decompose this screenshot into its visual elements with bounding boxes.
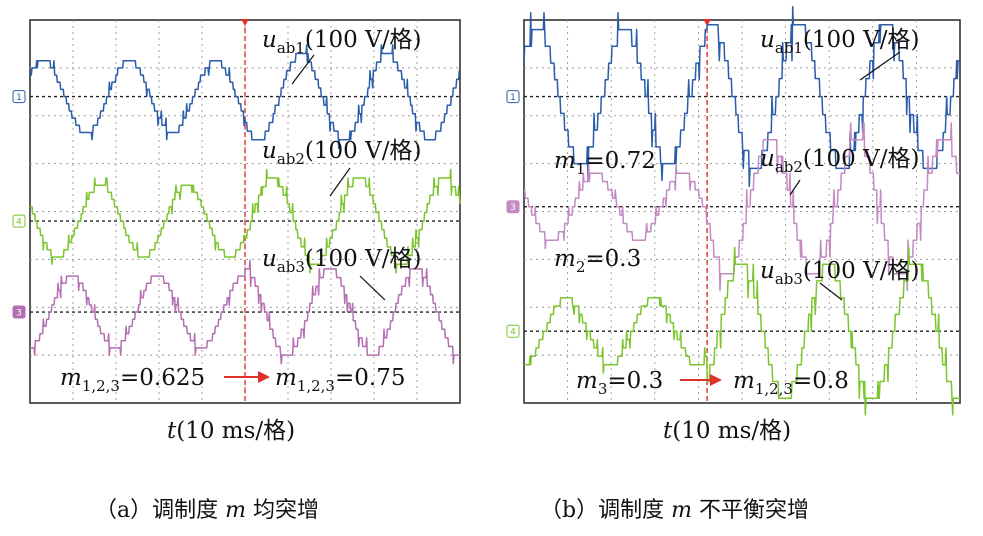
channel-marker: 3 xyxy=(506,200,520,214)
channel-marker-label: 1 xyxy=(510,93,516,103)
panel-a-series-2-label: uab2(100 V/格) xyxy=(262,138,421,168)
panel-a-x-axis-label: t(10 ms/格) xyxy=(167,418,295,444)
channel-marker: 4 xyxy=(506,324,520,338)
series-trace xyxy=(523,246,961,416)
channel-marker-box xyxy=(12,305,26,319)
panel-b-m2: m2=0.3 xyxy=(554,246,641,276)
panel-b-arrow-head xyxy=(710,374,722,386)
panel-b-series-2-pointer xyxy=(789,179,801,196)
panel-a-grid xyxy=(30,19,460,403)
panel-b-grid xyxy=(524,19,960,403)
panel-b-channel-markers: 1 3 4 xyxy=(506,90,520,338)
panel-a-series-3-label: uab3(100 V/格) xyxy=(262,246,421,276)
channel-marker-label: 1 xyxy=(16,93,22,103)
panel-b-m-after: m1,2,3=0.8 xyxy=(733,368,849,398)
channel-marker-label: 4 xyxy=(510,328,516,338)
panel-a-channel-markers: 1 4 3 xyxy=(12,90,26,319)
panel-a: 1 4 3 uab1(100 V/格) uab2(100 V/格) uab3(100… xyxy=(12,19,461,523)
channel-marker-box xyxy=(12,214,26,228)
series-trace xyxy=(29,259,461,365)
series-trace xyxy=(29,44,461,150)
panel-a-waveforms xyxy=(29,44,461,365)
channel-marker: 3 xyxy=(12,305,26,319)
panel-b: 1 3 4 uab1(100 V/格) uab2(100 V/格) uab3(100… xyxy=(506,6,961,523)
panel-a-series-1-label: uab1(100 V/格) xyxy=(262,27,421,57)
panel-a-annotation: m1,2,3=0.625 m1,2,3=0.75 xyxy=(60,365,405,395)
panel-b-waveforms xyxy=(523,6,961,416)
panel-b-x-axis-label: t(10 ms/格) xyxy=(663,418,791,444)
panel-a-m-before: m1,2,3=0.625 xyxy=(60,365,205,395)
panel-b-m3: m3=0.3 xyxy=(576,368,663,398)
panel-a-m-after: m1,2,3=0.75 xyxy=(275,365,405,395)
panel-b-caption: （b）调制度 m 不平衡突增 xyxy=(540,498,809,523)
panel-b-annotation: m1=0.72 m2=0.3 m3=0.3 m1,2,3=0.8 xyxy=(554,148,849,398)
series-trace xyxy=(523,6,961,188)
channel-marker: 1 xyxy=(506,90,520,104)
panel-a-arrow-head xyxy=(258,371,270,383)
panel-a-series-2-pointer xyxy=(329,167,351,197)
channel-marker-label: 3 xyxy=(16,309,22,319)
panel-a-series-3-pointer xyxy=(359,275,386,301)
panel-b-series-1-label: uab1(100 V/格) xyxy=(760,27,919,57)
trigger-marker xyxy=(241,19,249,26)
series-trace xyxy=(523,122,961,292)
trigger-marker xyxy=(703,19,712,26)
channel-marker-box xyxy=(12,90,26,104)
channel-marker-label: 3 xyxy=(510,203,516,213)
panel-b-series-3-pointer xyxy=(819,282,843,301)
channel-marker-box xyxy=(506,200,520,214)
panel-b-series-1-pointer xyxy=(859,51,901,81)
channel-marker-box xyxy=(506,324,520,338)
channel-marker: 4 xyxy=(12,214,26,228)
panel-b-series-2-label: uab2(100 V/格) xyxy=(760,146,919,176)
series-trace xyxy=(29,168,461,274)
channel-marker: 1 xyxy=(12,90,26,104)
panel-a-caption: （a）调制度 m 均突增 xyxy=(95,498,319,523)
panel-b-m1: m1=0.72 xyxy=(554,148,656,178)
panel-b-series-3-label: uab3(100 V/格) xyxy=(760,258,919,288)
panel-a-series-1-pointer xyxy=(291,54,315,85)
channel-marker-box xyxy=(506,90,520,104)
channel-marker-label: 4 xyxy=(16,218,22,228)
